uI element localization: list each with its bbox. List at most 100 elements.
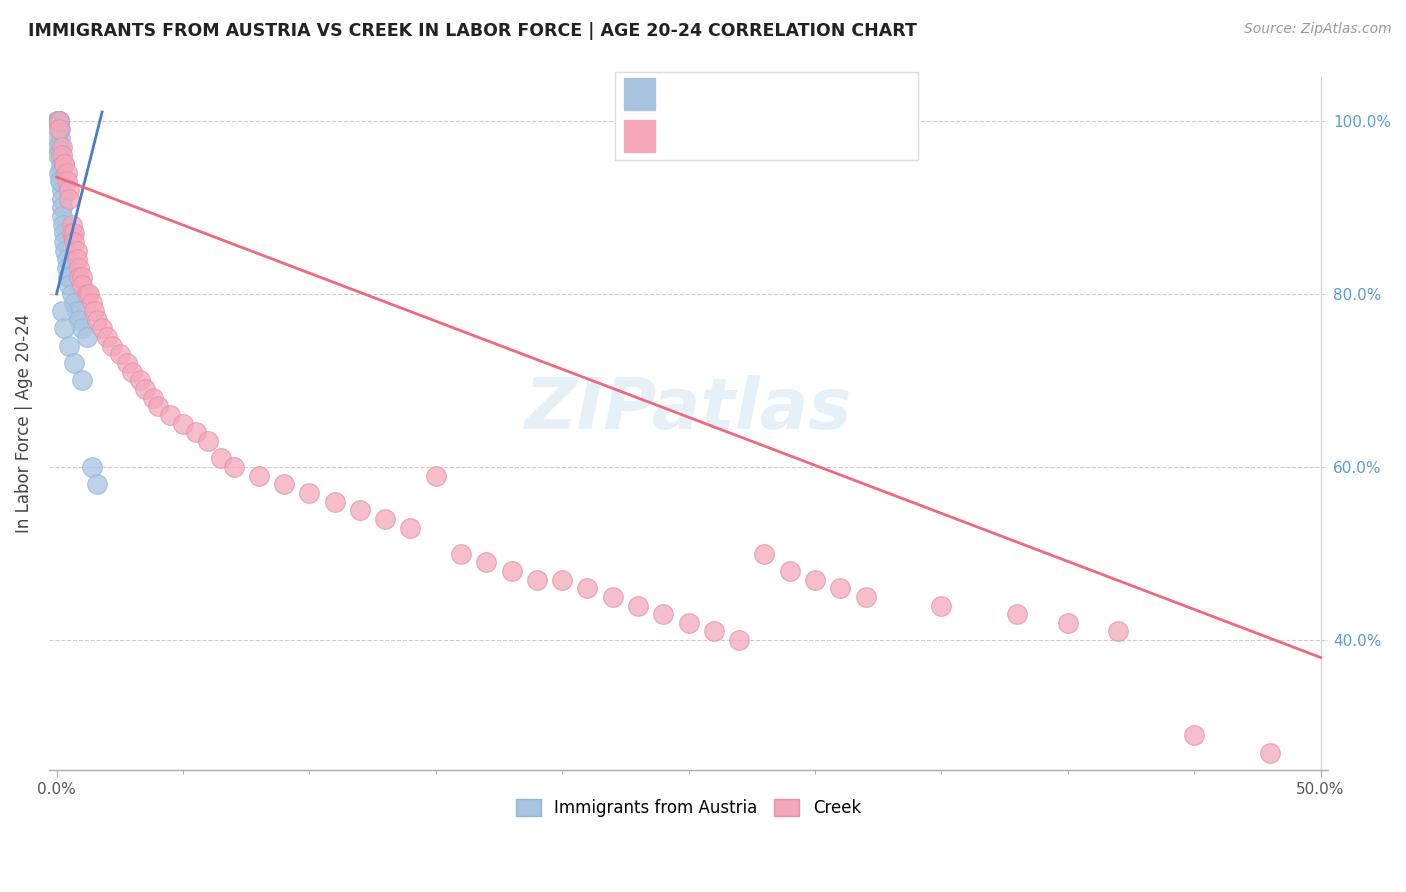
- Point: [83, 304, 105, 318]
- Point: [66, 304, 89, 318]
- Point: [66, 252, 89, 267]
- Point: [86, 477, 108, 491]
- Point: [49, 166, 72, 180]
- Point: [101, 339, 124, 353]
- Point: [56, 269, 79, 284]
- Point: [46, 113, 69, 128]
- Point: [53, 157, 76, 171]
- Point: [48, 166, 70, 180]
- Point: [374, 512, 396, 526]
- Point: [134, 382, 156, 396]
- Text: IMMIGRANTS FROM AUSTRIA VS CREEK IN LABOR FORCE | AGE 20-24 CORRELATION CHART: IMMIGRANTS FROM AUSTRIA VS CREEK IN LABO…: [28, 22, 917, 40]
- Point: [48, 113, 70, 128]
- Point: [779, 564, 801, 578]
- Point: [52, 218, 75, 232]
- Point: [830, 581, 852, 595]
- Point: [425, 468, 447, 483]
- Bar: [624, 120, 655, 152]
- Point: [96, 330, 118, 344]
- Point: [58, 278, 80, 293]
- Point: [49, 139, 72, 153]
- Point: [76, 286, 98, 301]
- Point: [55, 174, 77, 188]
- Point: [1182, 728, 1205, 742]
- Point: [86, 313, 108, 327]
- Point: [48, 113, 70, 128]
- Text: N =: N =: [803, 87, 849, 102]
- Point: [49, 131, 72, 145]
- Point: [51, 183, 73, 197]
- Point: [55, 252, 77, 267]
- Bar: [624, 78, 655, 110]
- Point: [703, 624, 725, 639]
- Point: [652, 607, 675, 622]
- Point: [1107, 624, 1129, 639]
- Point: [70, 321, 93, 335]
- Point: [51, 139, 73, 153]
- Point: [53, 235, 76, 249]
- Point: [53, 321, 76, 335]
- Point: [49, 148, 72, 162]
- Point: [48, 113, 70, 128]
- Point: [46, 148, 69, 162]
- Point: [76, 330, 98, 344]
- Point: [526, 573, 548, 587]
- Point: [80, 460, 103, 475]
- Point: [46, 113, 69, 128]
- Point: [323, 494, 346, 508]
- Point: [197, 434, 219, 448]
- Point: [222, 460, 245, 475]
- Point: [51, 200, 73, 214]
- Point: [55, 260, 77, 275]
- Point: [58, 339, 80, 353]
- Point: [48, 113, 70, 128]
- Point: [80, 295, 103, 310]
- Point: [55, 166, 77, 180]
- Point: [46, 113, 69, 128]
- Point: [754, 547, 776, 561]
- Point: [46, 131, 69, 145]
- Point: [247, 468, 270, 483]
- Point: [46, 139, 69, 153]
- Point: [48, 113, 70, 128]
- Text: R =: R =: [668, 87, 702, 102]
- Point: [121, 365, 143, 379]
- Point: [49, 157, 72, 171]
- Point: [60, 218, 83, 232]
- Point: [46, 113, 69, 128]
- Point: [1056, 615, 1078, 630]
- Point: [48, 113, 70, 128]
- Text: N =: N =: [803, 127, 849, 142]
- Point: [58, 183, 80, 197]
- Point: [79, 286, 101, 301]
- Point: [58, 269, 80, 284]
- Point: [48, 122, 70, 136]
- Point: [142, 391, 165, 405]
- Point: [576, 581, 599, 595]
- Point: [91, 321, 114, 335]
- Point: [55, 244, 77, 258]
- Point: [63, 235, 86, 249]
- Text: R =: R =: [668, 127, 702, 142]
- Point: [1258, 746, 1281, 760]
- Point: [159, 408, 181, 422]
- Text: 50: 50: [875, 85, 897, 103]
- Point: [209, 451, 232, 466]
- Point: [602, 590, 624, 604]
- Point: [66, 244, 89, 258]
- Point: [63, 295, 86, 310]
- Point: [1005, 607, 1028, 622]
- Point: [184, 425, 207, 440]
- Point: [804, 573, 827, 587]
- Text: -0.626: -0.626: [725, 125, 786, 144]
- Point: [60, 227, 83, 241]
- Point: [450, 547, 472, 561]
- Point: [46, 113, 69, 128]
- Point: [931, 599, 953, 613]
- Point: [51, 148, 73, 162]
- Point: [53, 157, 76, 171]
- Point: [855, 590, 877, 604]
- FancyBboxPatch shape: [614, 72, 918, 160]
- Point: [678, 615, 700, 630]
- Point: [475, 555, 498, 569]
